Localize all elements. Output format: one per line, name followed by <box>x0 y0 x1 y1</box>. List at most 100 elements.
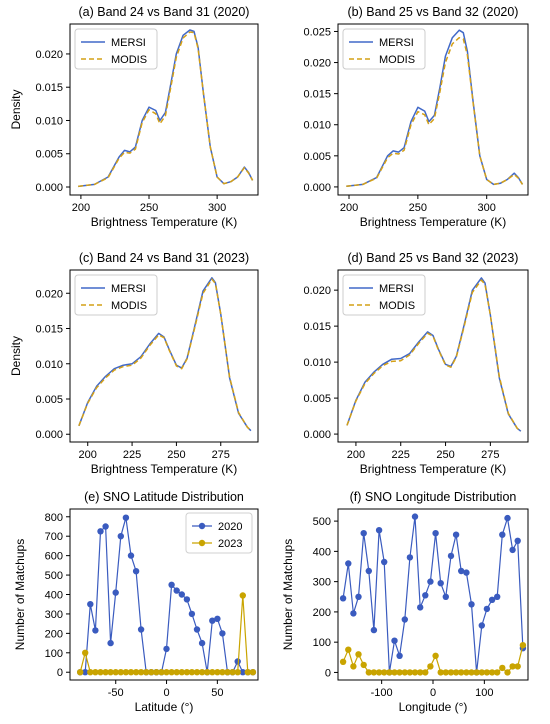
data-point-2023 <box>406 669 414 676</box>
x-axis-label: Brightness Temperature (K) <box>91 462 238 476</box>
data-point-2020 <box>193 626 201 633</box>
legend-label: MODIS <box>111 54 147 66</box>
plot-area <box>78 29 254 188</box>
data-point-2020 <box>411 513 419 520</box>
data-point-2023 <box>163 669 170 676</box>
data-point-2020 <box>437 580 444 587</box>
data-point-2023 <box>396 669 403 676</box>
x-tick-label: 250 <box>436 449 454 461</box>
data-point-2023 <box>244 669 251 676</box>
legend-box <box>74 274 158 316</box>
data-point-2023 <box>442 669 449 676</box>
y-axis-label: Number of Matchups <box>281 539 295 650</box>
data-point-2020 <box>188 610 196 618</box>
subplot-title: (f) SNO Longitude Distribution <box>350 490 517 504</box>
series-line-modis <box>346 36 524 188</box>
x-tick-label: 50 <box>211 687 223 699</box>
data-point-2023 <box>350 663 357 670</box>
data-point-2020 <box>360 530 367 537</box>
y-axis-label: Density <box>9 336 23 376</box>
data-point-2020 <box>132 568 140 575</box>
data-point-2023 <box>483 669 491 676</box>
data-point-2023 <box>427 663 434 670</box>
data-point-2023 <box>381 669 388 676</box>
data-point-2020 <box>406 554 414 561</box>
data-point-2020 <box>417 604 424 611</box>
y-tick-label: 0.015 <box>303 89 331 101</box>
data-point-2020 <box>127 552 135 559</box>
data-point-2023 <box>97 669 104 676</box>
data-point-2023 <box>127 669 135 676</box>
subplot-title: (d) Band 25 vs Band 32 (2023) <box>348 251 519 265</box>
data-point-2023 <box>102 669 109 676</box>
y-tick-label: 0.020 <box>303 58 331 70</box>
y-tick-label: 500 <box>45 570 63 582</box>
data-point-2023 <box>355 651 362 658</box>
data-point-2023 <box>82 649 89 656</box>
data-point-2023 <box>499 664 506 672</box>
y-tick-label: 200 <box>45 628 63 640</box>
data-point-2023 <box>132 669 140 676</box>
data-point-2020 <box>381 558 388 566</box>
y-tick-label: 0.005 <box>303 393 331 405</box>
data-point-2020 <box>447 552 455 560</box>
data-point-2023 <box>509 663 516 670</box>
data-point-2023 <box>519 642 527 649</box>
data-point-2020 <box>432 530 439 537</box>
data-point-2023 <box>122 669 130 676</box>
data-point-2023 <box>153 669 160 676</box>
legend-label: MODIS <box>379 54 415 66</box>
legend-label: MODIS <box>379 300 415 312</box>
data-point-2020 <box>499 531 506 538</box>
axes-frame <box>69 269 259 443</box>
data-point-2020 <box>173 587 180 594</box>
x-tick-label: -100 <box>371 687 393 699</box>
data-point-2023 <box>452 669 460 676</box>
data-point-2023 <box>504 669 511 676</box>
data-point-2020 <box>422 592 429 599</box>
subplot-title: (b) Band 25 vs Band 32 (2020) <box>348 5 519 19</box>
data-point-2020 <box>494 593 501 600</box>
y-tick-label: 0.015 <box>35 82 63 94</box>
y-tick-label: 0.010 <box>35 115 63 127</box>
data-point-2020 <box>107 639 114 647</box>
data-point-2020 <box>219 630 226 637</box>
data-point-2023 <box>339 658 347 665</box>
data-point-2023 <box>198 669 206 676</box>
y-tick-label: 300 <box>45 609 63 621</box>
data-point-2023 <box>234 669 241 676</box>
data-point-2023 <box>219 669 226 676</box>
subplot-title: (c) Band 24 vs Band 31 (2023) <box>79 251 249 265</box>
y-tick-label: 0.005 <box>35 394 63 406</box>
data-point-2023 <box>375 669 383 676</box>
subplot-f: (f) SNO Longitude Distribution 0 100 200 300… <box>281 490 529 714</box>
data-point-2020 <box>427 578 434 585</box>
x-tick-label: 200 <box>79 449 97 461</box>
x-tick-label: 250 <box>167 449 185 461</box>
data-point-2020 <box>370 626 378 634</box>
data-point-2023 <box>173 669 180 676</box>
data-point-2023 <box>112 669 119 676</box>
data-point-2020 <box>168 581 175 588</box>
data-point-2023 <box>92 669 99 676</box>
data-point-2020 <box>97 528 104 535</box>
y-tick-label: 600 <box>45 551 63 563</box>
y-tick-label: 0.020 <box>303 285 331 297</box>
data-point-2023 <box>494 669 501 676</box>
data-point-2023 <box>458 669 465 676</box>
data-point-2023 <box>437 669 444 676</box>
data-point-2020 <box>163 645 170 653</box>
data-point-2020 <box>509 546 516 554</box>
plot-area <box>77 514 257 676</box>
data-point-2020 <box>452 531 460 538</box>
data-point-2023 <box>107 669 114 676</box>
plot-area <box>78 277 252 432</box>
data-point-2020 <box>442 593 449 600</box>
data-point-2023 <box>209 669 216 676</box>
data-point-2020 <box>488 596 496 603</box>
data-point-2020 <box>214 615 221 622</box>
data-point-2020 <box>514 537 521 544</box>
data-point-2023 <box>422 669 429 676</box>
legend: MERSI MODIS <box>342 28 426 70</box>
data-point-2023 <box>514 663 521 670</box>
